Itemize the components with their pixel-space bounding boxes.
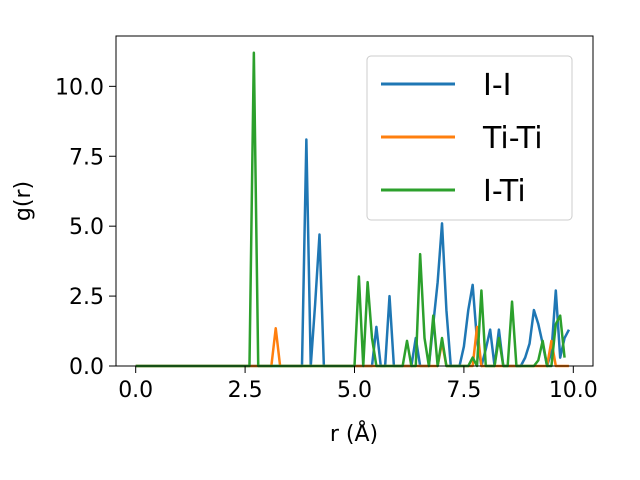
x-tick-label: 10.0 [549,378,598,403]
legend-box [366,55,573,221]
legend-label-I-Ti: I-Ti [483,174,526,209]
y-tick-label: 5.0 [69,215,104,240]
y-tick-label: 0.0 [69,355,104,380]
x-tick-label: 0.0 [118,378,153,403]
x-tick-label: 2.5 [228,378,263,403]
y-axis: 0.0 2.5 5.0 7.5 10.0 [55,75,116,380]
x-tick-label: 5.0 [337,378,372,403]
legend-label-Ti-Ti: Ti-Ti [482,121,543,156]
x-axis-label: r (Å) [330,420,378,447]
legend-label-I-I: I-I [483,68,512,103]
x-axis: 0.0 2.5 5.0 7.5 10.0 [118,366,598,403]
x-tick-label: 7.5 [446,378,481,403]
y-tick-label: 2.5 [69,285,104,310]
y-axis-label: g(r) [11,181,36,221]
legend: I-I Ti-Ti I-Ti [366,55,573,221]
y-tick-label: 7.5 [69,145,104,170]
y-tick-label: 10.0 [55,75,104,100]
series-line-I-I [135,138,571,368]
